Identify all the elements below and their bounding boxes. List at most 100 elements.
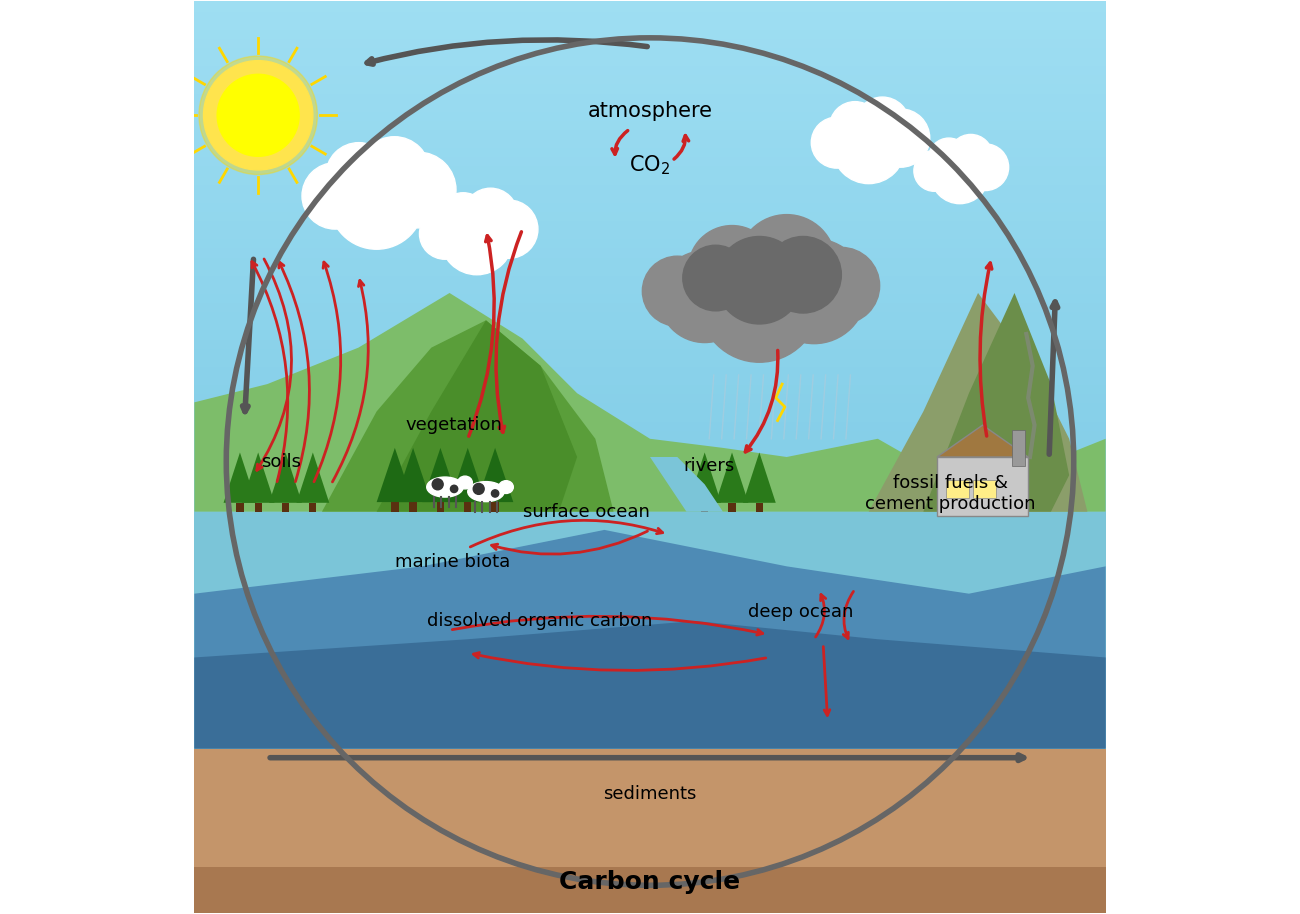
Circle shape [642,256,712,326]
Bar [195,211,1105,220]
Ellipse shape [499,481,514,494]
Circle shape [380,152,456,228]
Circle shape [928,138,970,179]
Circle shape [803,248,880,324]
Bar [195,10,1105,19]
Bar [195,721,1105,730]
Polygon shape [395,448,432,502]
Bar [195,621,1105,630]
Circle shape [491,490,499,497]
Text: vegetation: vegetation [406,416,503,434]
Polygon shape [296,452,329,503]
Bar [195,320,1105,329]
Polygon shape [195,293,1105,512]
Bar [195,521,1105,530]
Bar [195,539,1105,548]
Circle shape [302,163,368,229]
Bar [937,457,1028,516]
Text: Carbon cycle: Carbon cycle [559,870,741,895]
Bar [195,239,1105,248]
Bar [437,502,445,512]
Circle shape [688,226,776,313]
Bar [195,266,1105,275]
Polygon shape [450,448,486,502]
Bar [195,193,1105,202]
Bar [195,494,1105,503]
Bar [195,138,1105,147]
Bar [195,257,1105,266]
Bar [255,503,261,512]
Polygon shape [650,457,723,512]
Text: atmosphere: atmosphere [588,101,712,121]
Bar [974,480,996,498]
Circle shape [832,111,905,184]
Bar [195,611,1105,621]
Circle shape [326,143,393,209]
Polygon shape [242,452,274,503]
Circle shape [962,143,1009,190]
Bar [195,366,1105,375]
Bar [195,120,1105,129]
Bar [195,895,1105,904]
Circle shape [473,484,484,494]
Bar [195,877,1105,886]
Bar [195,220,1105,229]
Bar [195,767,1105,776]
Circle shape [737,215,836,313]
Bar [755,503,763,512]
Bar [195,466,1105,475]
Bar [195,694,1105,703]
Bar [195,56,1105,65]
Circle shape [949,134,993,178]
Circle shape [914,151,954,191]
Bar [195,293,1105,303]
Polygon shape [477,448,514,502]
Bar [195,567,1105,576]
Polygon shape [937,425,1028,457]
Bar [195,648,1105,657]
Bar [195,585,1105,594]
Bar [195,175,1105,184]
Bar [195,384,1105,393]
Circle shape [715,237,803,324]
Circle shape [463,188,517,243]
Bar [195,603,1105,611]
Bar [195,147,1105,156]
Bar [195,202,1105,211]
Bar [946,480,968,498]
Bar [195,275,1105,284]
Bar [701,503,708,512]
Bar [195,630,1105,639]
Bar [195,430,1105,439]
Ellipse shape [426,477,463,497]
Circle shape [329,154,424,250]
Bar [195,657,1105,666]
Bar [195,867,1105,877]
Bar [195,548,1105,558]
Bar [195,448,1105,457]
Bar [195,439,1105,448]
Polygon shape [195,621,1105,749]
Bar [195,576,1105,585]
Polygon shape [195,530,1105,749]
Text: deep ocean: deep ocean [747,603,853,621]
Bar [195,503,1105,512]
Bar [195,402,1105,411]
Bar [410,502,417,512]
Bar [195,393,1105,402]
Bar [195,101,1105,111]
Bar [195,849,1105,858]
Bar [195,92,1105,101]
Bar [195,685,1105,694]
Bar [195,165,1105,175]
Bar [195,457,1105,466]
Bar [195,356,1105,366]
Bar [195,904,1105,912]
Bar [195,347,1105,356]
Polygon shape [377,448,413,502]
Circle shape [762,239,867,344]
Circle shape [199,56,317,175]
Circle shape [699,242,819,362]
Circle shape [480,200,538,259]
Bar [237,503,243,512]
